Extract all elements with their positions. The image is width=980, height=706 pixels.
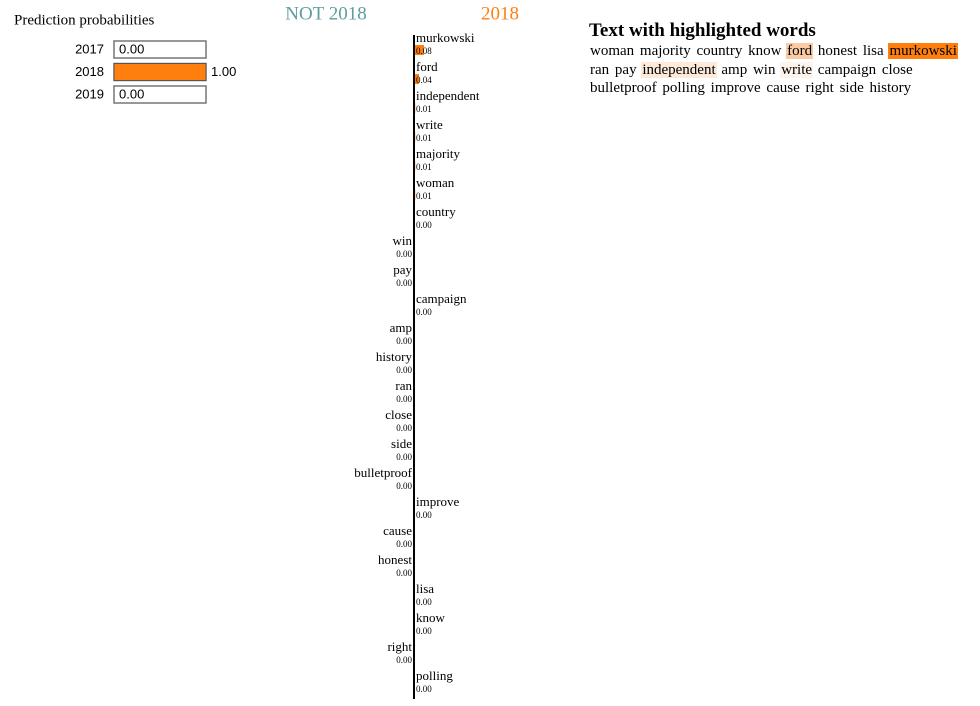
word: woman	[590, 43, 635, 59]
word: honest	[817, 43, 858, 59]
word: independent	[641, 61, 717, 78]
word: majority	[639, 43, 691, 59]
word: country	[696, 43, 743, 59]
word: win	[752, 61, 776, 78]
feature-value: 0.00	[396, 365, 412, 375]
class-name: 2018	[481, 3, 519, 24]
feature-value: 0.00	[396, 539, 412, 549]
feature-value: 0.01	[416, 104, 432, 114]
feature-name: woman	[416, 175, 455, 190]
feature-name: bulletproof	[354, 465, 412, 480]
feature-value: 0.00	[396, 249, 412, 259]
feature-value: 0.08	[416, 46, 432, 56]
word: right	[805, 80, 834, 96]
feature-value: 0.01	[416, 162, 432, 172]
feature-name: ford	[416, 59, 438, 74]
feature-value: 0.00	[396, 655, 412, 665]
word: side	[839, 80, 864, 96]
word: polling	[662, 80, 705, 96]
feature-name: independent	[416, 88, 480, 103]
chart-title: Prediction probabilities	[14, 12, 155, 28]
prob-box	[113, 85, 207, 104]
feature-name: know	[416, 610, 446, 625]
feature-name: win	[393, 233, 413, 248]
feature-value: 0.00	[396, 394, 412, 404]
prob-value: 0.00	[119, 41, 144, 56]
feature-name: improve	[416, 494, 460, 509]
feature-value: 0.00	[396, 481, 412, 491]
feature-name: right	[387, 639, 412, 654]
word: improve	[710, 80, 761, 96]
word: lisa	[862, 43, 884, 59]
feature-name: amp	[390, 320, 412, 335]
feature-value: 0.00	[396, 452, 412, 462]
highlighted-text: woman majority country know ford honest …	[589, 42, 974, 98]
feature-value: 0.00	[396, 423, 412, 433]
feature-name: side	[391, 436, 412, 451]
prob-bar	[113, 63, 207, 81]
word: amp	[721, 61, 748, 78]
feature-bar	[414, 45, 424, 55]
feature-name: history	[376, 349, 413, 364]
feature-name: murkowski	[416, 30, 475, 45]
feature-value: 0.00	[416, 684, 432, 694]
word: murkowski	[888, 43, 958, 59]
feature-value: 0.00	[416, 307, 432, 317]
word: know	[748, 43, 782, 59]
feature-name: ran	[395, 378, 412, 393]
feature-name: honest	[378, 552, 412, 567]
feature-value: 0.00	[416, 510, 432, 520]
word: pay	[614, 61, 637, 78]
prob-box	[113, 40, 207, 59]
feature-name: write	[416, 117, 443, 132]
class-label: 2019	[75, 86, 104, 101]
feature-name: pay	[393, 262, 412, 277]
feature-value: 0.04	[416, 75, 432, 85]
feature-value: 0.00	[396, 278, 412, 288]
prob-value: 1.00	[211, 64, 236, 79]
feature-name: lisa	[416, 581, 434, 596]
word: write	[780, 61, 814, 78]
class-label: 2017	[75, 41, 104, 56]
feature-name: campaign	[416, 291, 467, 306]
feature-name: majority	[416, 146, 461, 161]
feature-bar	[414, 74, 419, 84]
feature-value: 0.00	[416, 597, 432, 607]
word: ran	[590, 61, 610, 78]
feature-value: 0.00	[396, 336, 412, 346]
feature-name: polling	[416, 668, 453, 683]
word: close	[881, 61, 913, 78]
class-name: NOT 2018	[285, 3, 366, 24]
feature-name: cause	[383, 523, 412, 538]
word: ford	[786, 43, 814, 59]
word: campaign	[817, 61, 877, 78]
text-panel: Text with highlighted words woman majori…	[589, 20, 974, 98]
word: cause	[766, 80, 800, 96]
word: history	[869, 80, 912, 96]
feature-value: 0.01	[416, 191, 432, 201]
feature-value: 0.00	[396, 568, 412, 578]
feature-value: 0.00	[416, 220, 432, 230]
feature-value: 0.01	[416, 133, 432, 143]
text-panel-title: Text with highlighted words	[589, 20, 816, 41]
feature-name: country	[416, 204, 456, 219]
class-label: 2018	[75, 64, 104, 79]
word: bulletproof	[590, 80, 657, 96]
feature-name: close	[385, 407, 412, 422]
prob-value: 0.00	[119, 86, 144, 101]
feature-value: 0.00	[416, 626, 432, 636]
